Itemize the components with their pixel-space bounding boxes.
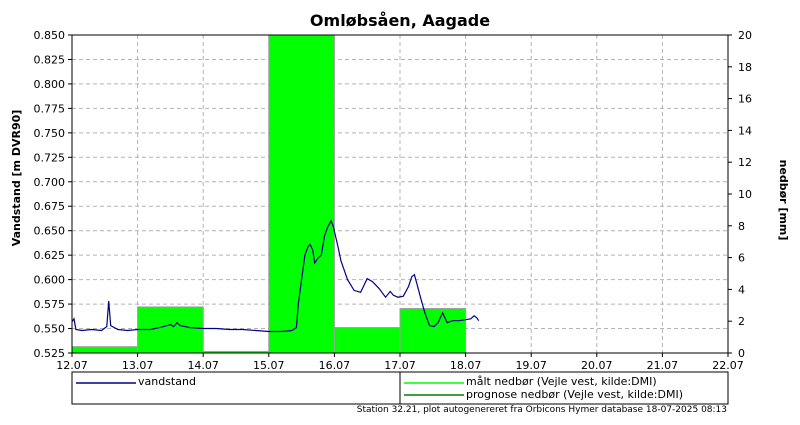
x-tick-label: 15.07	[253, 359, 285, 372]
chart-title: Omløbsåen, Aagade	[310, 11, 490, 30]
y-right-tick-label: 20	[738, 29, 752, 42]
y-right-tick-label: 18	[738, 61, 752, 74]
y-left-tick-label: 0.700	[34, 176, 66, 189]
y-left-tick-label: 0.625	[34, 249, 66, 262]
y-axis-right: 0 2 4 6 8 10 12 14 16 18 20	[728, 29, 752, 360]
y-left-tick-label: 0.850	[34, 29, 66, 42]
x-tick-label: 19.07	[515, 359, 547, 372]
y-left-tick-label: 0.825	[34, 53, 66, 66]
y-left-tick-label: 0.575	[34, 298, 66, 311]
x-tick-label: 22.07	[712, 359, 744, 372]
precipitation-bar	[268, 34, 335, 354]
y-left-tick-label: 0.675	[34, 200, 66, 213]
legend-label-vandstand: vandstand	[138, 375, 196, 388]
y-left-tick-label: 0.800	[34, 78, 66, 91]
legend-label-maalt-nedboer: målt nedbør (Vejle vest, kilde:DMI)	[466, 375, 657, 388]
y-left-tick-label: 0.725	[34, 151, 66, 164]
y-right-tick-label: 10	[738, 188, 752, 201]
x-tick-label: 14.07	[187, 359, 219, 372]
x-tick-label: 12.07	[56, 359, 88, 372]
y-right-tick-label: 14	[738, 124, 752, 137]
precipitation-bar	[333, 327, 401, 354]
y-right-tick-label: 12	[738, 156, 752, 169]
series-line-vandstand	[71, 219, 480, 333]
precipitation-bar	[399, 307, 467, 354]
y-left-tick-label: 0.650	[34, 225, 66, 238]
grid	[72, 35, 728, 353]
y-axis-right-title: nedbør [mm]	[777, 160, 790, 241]
y-right-tick-label: 2	[738, 315, 745, 328]
footer-note: Station 32.21, plot autogenereret fra Or…	[357, 405, 727, 415]
y-left-tick-label: 0.550	[34, 323, 66, 336]
precipitation-bars	[71, 34, 467, 354]
y-axis-left: 0.525 0.550 0.575 0.600 0.625 0.650 0.675 0.700…	[34, 29, 72, 360]
y-right-tick-label: 6	[738, 252, 745, 265]
y-left-tick-label: 0.775	[34, 102, 66, 115]
legend: vandstand målt nedbør (Vejle vest, kilde…	[71, 371, 729, 405]
y-right-tick-label: 8	[738, 220, 745, 233]
x-tick-label: 17.07	[384, 359, 416, 372]
y-right-tick-label: 0	[738, 347, 745, 360]
x-tick-label: 20.07	[581, 359, 613, 372]
x-axis: 12.07 13.07 14.07 15.07 16.07 17.07 18.07 19.07…	[56, 353, 744, 372]
precipitation-bar	[71, 346, 139, 354]
y-right-tick-label: 16	[738, 93, 752, 106]
x-tick-label: 13.07	[122, 359, 154, 372]
x-tick-label: 18.07	[450, 359, 482, 372]
x-tick-label: 21.07	[647, 359, 679, 372]
y-left-tick-label: 0.600	[34, 274, 66, 287]
y-right-tick-label: 4	[738, 283, 745, 296]
y-left-tick-label: 0.750	[34, 127, 66, 140]
x-tick-label: 16.07	[319, 359, 351, 372]
y-axis-left-title: Vandstand [m DVR90]	[10, 110, 23, 247]
y-left-tick-label: 0.525	[34, 347, 66, 360]
legend-label-prognose-nedboer: prognose nedbør (Vejle vest, kilde:DMI)	[466, 388, 683, 401]
